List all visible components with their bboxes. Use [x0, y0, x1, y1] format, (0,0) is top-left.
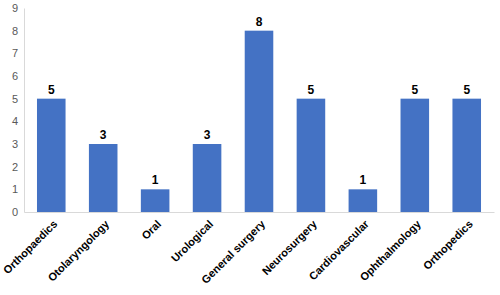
data-label: 1 [152, 173, 159, 187]
chart: 0 1 2 3 4 5 6 7 8 9 OrthopaedicsOtolaryngology Oral… [0, 0, 500, 295]
x-tick-label: Urological [169, 218, 216, 265]
y-tick-label: 9 [12, 2, 18, 14]
data-label: 8 [256, 15, 263, 29]
y-tick-label: 8 [12, 25, 18, 37]
data-label: 5 [411, 83, 418, 97]
y-tick-label: 5 [12, 93, 18, 105]
x-tick: Oral [139, 212, 163, 242]
y-tick: 7 [12, 47, 24, 59]
bar [297, 99, 326, 212]
y-tick: 5 [12, 93, 24, 105]
bar [401, 99, 430, 212]
data-label: 3 [204, 128, 211, 142]
y-tick: 4 [12, 115, 24, 127]
y-tick-label: 0 [12, 206, 18, 218]
x-tick: General surgery [199, 212, 268, 286]
y-tick-label: 2 [12, 161, 18, 173]
data-label: 5 [48, 83, 55, 97]
data-label: 3 [100, 128, 107, 142]
data-labels: 5 3 1 3 8 5 1 5 5 [48, 15, 470, 188]
y-axis-line [24, 9, 25, 213]
bar [141, 189, 170, 212]
x-tick-label: Ophthalmology [357, 217, 423, 283]
y-tick: 8 [12, 25, 24, 37]
x-tick-label: Otolaryngology [45, 217, 112, 284]
bars [37, 31, 481, 212]
y-axis: 0 1 2 3 4 5 6 7 8 9 [12, 2, 25, 218]
x-tick-label: Orthopaedics [1, 218, 60, 277]
bar [193, 144, 222, 212]
y-tick: 3 [12, 138, 24, 150]
y-tick-label: 7 [12, 47, 18, 59]
y-tick: 2 [12, 161, 24, 173]
x-axis-line [25, 212, 495, 213]
y-tick: 6 [12, 70, 24, 82]
x-tick-label: Orthopedics [421, 218, 475, 272]
bar [245, 31, 274, 212]
y-tick: 0 [12, 206, 24, 218]
bar [89, 144, 118, 212]
x-tick: Urological [169, 212, 216, 264]
x-tick: Orthopaedics [1, 212, 60, 276]
data-label: 5 [463, 83, 470, 97]
y-tick: 9 [12, 2, 24, 14]
plot: 0 1 2 3 4 5 6 7 8 9 OrthopaedicsOtolaryngology Oral… [1, 2, 495, 286]
data-label: 5 [308, 83, 315, 97]
y-tick: 1 [12, 183, 24, 195]
x-tick-label: General surgery [199, 217, 268, 286]
y-tick-label: 4 [12, 115, 18, 127]
x-tick: Orthopedics [421, 212, 475, 272]
x-tick: Neurosurgery [260, 212, 320, 277]
x-tick: Ophthalmology [357, 212, 423, 283]
x-axis: OrthopaedicsOtolaryngology OralUrological… [1, 212, 495, 286]
y-tick-label: 6 [12, 70, 18, 82]
x-tick: Otolaryngology [45, 212, 112, 284]
bar [349, 189, 378, 212]
x-tick-label: Oral [139, 218, 163, 242]
bar [452, 99, 481, 212]
y-tick-label: 1 [12, 183, 18, 195]
bar [37, 99, 66, 212]
y-tick-label: 3 [12, 138, 18, 150]
data-label: 1 [360, 173, 367, 187]
